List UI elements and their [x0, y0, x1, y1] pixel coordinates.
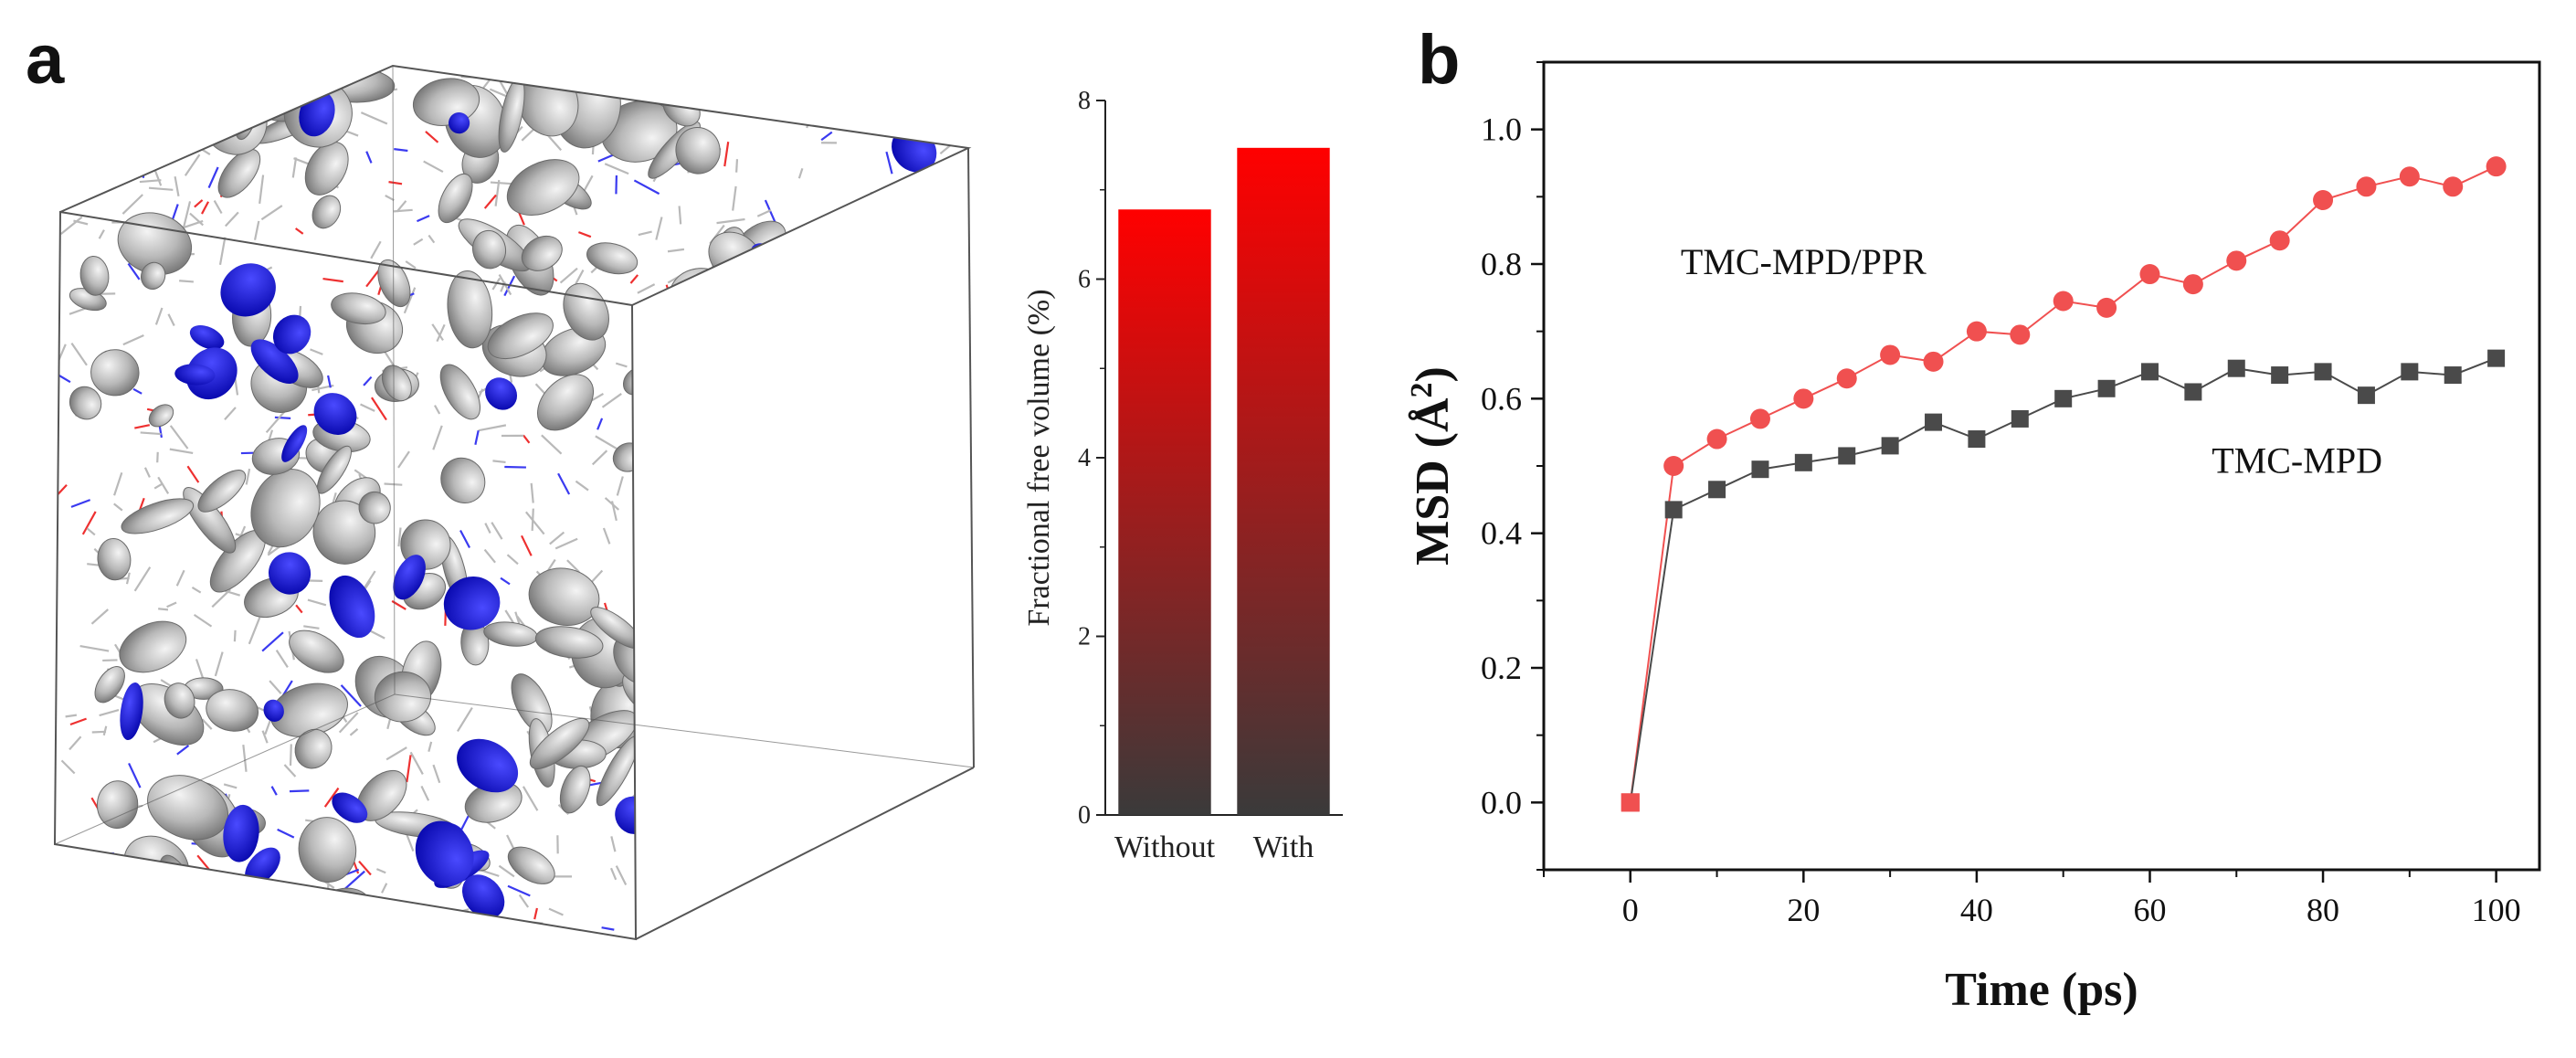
series-point-0-25 [1836, 368, 1857, 389]
cube-voids [55, 66, 968, 939]
series-point-1-70 [2227, 359, 2245, 377]
x-tick-label: 20 [1787, 892, 1820, 928]
x-category-label: Without [1114, 831, 1216, 864]
series-point-1-80 [2314, 363, 2332, 381]
plot-frame [1542, 60, 2541, 872]
y-tick-label: 0.2 [1481, 650, 1522, 686]
series-point-0-35 [1923, 351, 1944, 372]
series-point-0-85 [2356, 176, 2377, 197]
series-point-0-100 [2486, 156, 2507, 177]
series-point-1-45 [2011, 409, 2029, 428]
y-tick-label: 6 [1078, 266, 1091, 294]
series-point-1-0 [1621, 793, 1640, 812]
y-tick-label: 4 [1078, 444, 1091, 472]
series-point-0-90 [2399, 166, 2420, 187]
series-point-1-95 [2444, 366, 2462, 385]
msd-line-chart: 0 20 40 60 80 100 0.0 0.2 0.4 0.6 0.8 1.0 TMC-MPD/PP… [1405, 60, 2541, 1016]
series-point-0-30 [1880, 344, 1901, 365]
series-point-0-45 [2010, 324, 2031, 345]
series-point-0-5 [1663, 456, 1684, 476]
series-point-0-65 [2182, 274, 2203, 295]
y-tick-label: 0.8 [1481, 246, 1522, 282]
series-point-1-65 [2184, 383, 2202, 401]
series-point-0-75 [2269, 230, 2290, 251]
series-point-1-35 [1925, 413, 1943, 431]
y-tick-label: 0.6 [1481, 380, 1522, 417]
series-point-0-60 [2139, 264, 2160, 285]
bar-without [1118, 209, 1211, 815]
series-point-0-80 [2313, 190, 2334, 211]
series-point-1-25 [1838, 447, 1856, 465]
series-point-1-5 [1664, 501, 1683, 519]
legend-label-tmc-mpd-ppr: TMC-MPD/PPR [1681, 241, 1927, 282]
y-tick-label: 2 [1078, 623, 1091, 651]
cube-edges [53, 64, 975, 941]
x-tick-label: 80 [2307, 892, 2339, 928]
series-point-0-70 [2226, 250, 2247, 271]
series-point-1-100 [2487, 349, 2506, 367]
series-point-0-10 [1706, 428, 1727, 450]
y-tick-label: 0 [1078, 801, 1091, 830]
simulation-cube-image [53, 64, 975, 941]
y-tick-label: 0.4 [1481, 515, 1522, 552]
series-point-0-15 [1749, 408, 1770, 429]
series-point-1-30 [1881, 437, 1899, 455]
series-point-1-85 [2357, 386, 2375, 405]
series-point-1-10 [1708, 481, 1726, 499]
x-category-label: With [1253, 831, 1314, 864]
series-point-1-20 [1794, 453, 1812, 471]
series-point-0-40 [1966, 321, 1987, 342]
y-tick-label: 1.0 [1481, 111, 1522, 148]
series-point-1-55 [2097, 379, 2116, 397]
series-point-0-20 [1793, 388, 1814, 409]
series-point-1-40 [1968, 430, 1986, 449]
x-tick-label: 0 [1622, 892, 1639, 928]
panel-label-a: a [26, 21, 65, 99]
series-point-1-15 [1751, 460, 1769, 479]
panel-label-b: b [1418, 21, 1461, 99]
series-point-1-50 [2054, 389, 2073, 407]
y-tick-label: 8 [1078, 87, 1091, 115]
y-tick-label: 0.0 [1481, 784, 1522, 820]
series-point-0-95 [2443, 176, 2464, 197]
y-axis-label: MSD (Å2) [1405, 366, 1459, 566]
legend-label-tmc-mpd: TMC-MPD [2212, 439, 2382, 481]
bar-with [1237, 147, 1330, 815]
series-point-1-90 [2401, 363, 2419, 381]
series-point-0-50 [2053, 291, 2074, 312]
x-tick-label: 60 [2133, 892, 2166, 928]
x-axis-label: Time (ps) [1945, 964, 2138, 1016]
ffv-bar-chart: 0 2 4 6 8 Without With Fractional free volume (… [1022, 87, 1343, 864]
series-point-1-75 [2271, 366, 2289, 385]
series-point-0-55 [2096, 297, 2117, 318]
x-tick-label: 40 [1960, 892, 1993, 928]
x-tick-label: 100 [2472, 892, 2521, 928]
series-point-1-60 [2140, 363, 2159, 381]
y-axis-label: Fractional free volume (%) [1022, 289, 1056, 626]
